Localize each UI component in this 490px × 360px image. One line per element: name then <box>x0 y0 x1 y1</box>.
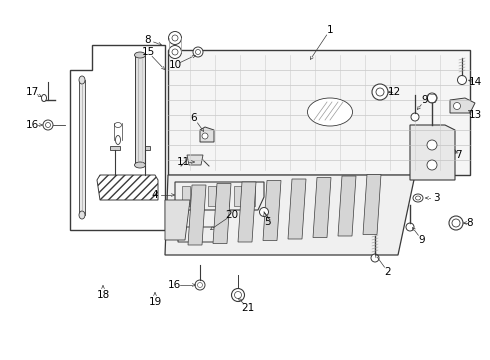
Ellipse shape <box>413 194 423 202</box>
Ellipse shape <box>231 288 245 302</box>
Ellipse shape <box>372 84 388 100</box>
Polygon shape <box>208 186 216 206</box>
Ellipse shape <box>134 162 146 168</box>
Ellipse shape <box>79 211 85 219</box>
Ellipse shape <box>169 45 181 58</box>
Text: 8: 8 <box>145 35 151 45</box>
Polygon shape <box>168 50 470 175</box>
Ellipse shape <box>260 207 269 216</box>
Ellipse shape <box>427 140 437 150</box>
Ellipse shape <box>458 76 466 85</box>
Ellipse shape <box>79 76 85 84</box>
Text: 3: 3 <box>433 193 440 203</box>
Ellipse shape <box>411 113 419 121</box>
Polygon shape <box>175 182 264 210</box>
Text: 8: 8 <box>466 218 473 228</box>
Polygon shape <box>188 185 206 245</box>
Ellipse shape <box>172 49 178 55</box>
Text: 12: 12 <box>388 87 401 97</box>
Polygon shape <box>234 186 242 206</box>
Ellipse shape <box>43 120 53 130</box>
Text: 18: 18 <box>97 290 110 300</box>
Polygon shape <box>200 127 214 142</box>
Text: 1: 1 <box>327 25 333 35</box>
Ellipse shape <box>454 103 461 109</box>
Text: 11: 11 <box>176 157 190 167</box>
Ellipse shape <box>193 47 203 57</box>
Polygon shape <box>187 155 203 165</box>
Ellipse shape <box>196 49 200 54</box>
Polygon shape <box>263 180 281 240</box>
Ellipse shape <box>376 88 384 96</box>
Polygon shape <box>165 200 190 240</box>
Polygon shape <box>410 125 455 180</box>
Ellipse shape <box>406 223 414 231</box>
Ellipse shape <box>308 98 352 126</box>
Bar <box>140 146 150 150</box>
Polygon shape <box>213 184 231 243</box>
Polygon shape <box>79 80 85 215</box>
Polygon shape <box>288 179 306 239</box>
Ellipse shape <box>169 31 181 45</box>
Polygon shape <box>70 45 165 230</box>
Text: 13: 13 <box>468 110 482 120</box>
Ellipse shape <box>42 94 47 102</box>
Polygon shape <box>135 55 145 165</box>
Polygon shape <box>97 175 158 200</box>
Polygon shape <box>221 186 229 206</box>
Ellipse shape <box>116 135 121 144</box>
Polygon shape <box>238 182 256 242</box>
Polygon shape <box>363 175 381 234</box>
Polygon shape <box>178 227 225 242</box>
Text: 19: 19 <box>148 297 162 307</box>
Polygon shape <box>182 186 190 206</box>
Ellipse shape <box>46 122 50 127</box>
Text: 20: 20 <box>225 210 239 220</box>
Ellipse shape <box>449 216 463 230</box>
Polygon shape <box>313 177 331 238</box>
Ellipse shape <box>371 254 379 262</box>
Text: 4: 4 <box>152 190 158 200</box>
Text: 21: 21 <box>242 303 255 313</box>
Ellipse shape <box>452 219 460 227</box>
Text: 9: 9 <box>422 95 428 105</box>
Polygon shape <box>247 186 255 206</box>
Ellipse shape <box>134 52 146 58</box>
Polygon shape <box>450 98 475 113</box>
Text: 5: 5 <box>264 217 270 227</box>
Ellipse shape <box>427 160 437 170</box>
Polygon shape <box>165 175 415 255</box>
Text: 15: 15 <box>142 47 155 57</box>
Ellipse shape <box>416 196 420 200</box>
Ellipse shape <box>195 280 205 290</box>
Text: 16: 16 <box>168 280 181 290</box>
Ellipse shape <box>172 35 178 41</box>
Bar <box>110 146 120 150</box>
Polygon shape <box>338 176 356 236</box>
Ellipse shape <box>115 122 122 127</box>
Text: 17: 17 <box>25 87 39 97</box>
Text: 16: 16 <box>25 120 39 130</box>
Text: 7: 7 <box>455 150 461 160</box>
Text: 9: 9 <box>418 235 425 245</box>
Ellipse shape <box>235 292 242 298</box>
Ellipse shape <box>197 283 202 288</box>
Ellipse shape <box>202 133 208 139</box>
Text: 14: 14 <box>468 77 482 87</box>
Text: 2: 2 <box>385 267 392 277</box>
Text: 10: 10 <box>169 60 182 70</box>
Polygon shape <box>195 186 203 206</box>
Ellipse shape <box>427 93 437 103</box>
Text: 6: 6 <box>191 113 197 123</box>
